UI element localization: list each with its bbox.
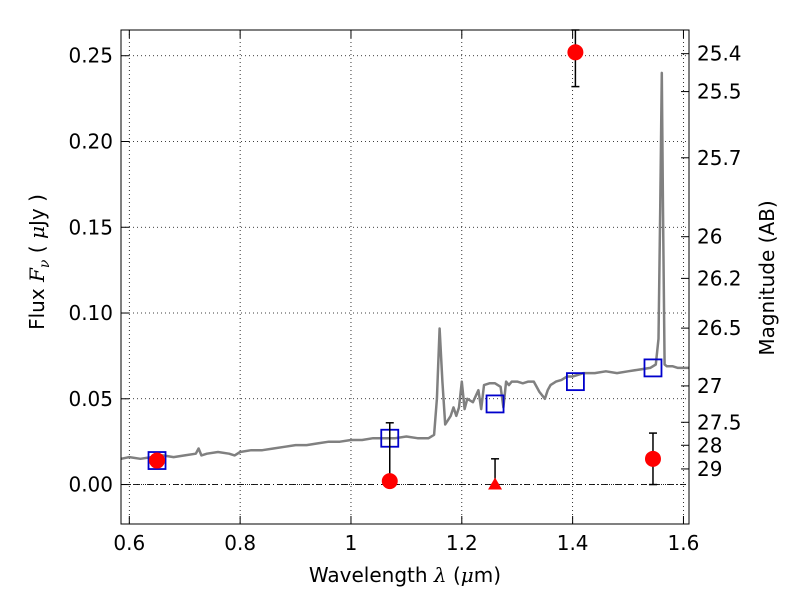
y-tick-label: 0.00 [68,473,113,497]
x-tick-label: 0.8 [224,531,256,555]
model-photometry-square [485,394,505,414]
plot-data [120,29,689,490]
magnitude-tick-label: 27 [697,374,722,398]
y-tick-label: 0.20 [68,129,113,153]
magnitude-tick-label: 26.5 [697,316,742,340]
plot-area-background [121,30,689,524]
observed-flux-point [381,473,398,490]
magnitude-tick-label: 27.5 [697,410,742,434]
x-axis-label: Wavelength λ (μm) [309,563,501,587]
magnitude-tick-label: 26.2 [697,266,742,290]
magnitude-tick-label: 25.7 [697,146,742,170]
model-spectrum-line [120,71,689,461]
model-photometry-square [147,451,167,470]
plot-frame [120,29,690,525]
model-photometry-square [566,372,585,392]
x-tick-label: 1.4 [557,531,589,555]
grid [121,30,689,524]
x-tick-label: 1 [345,531,358,555]
x-tick-label: 0.6 [113,531,145,555]
y-axis-label: Flux Fν ( μJy ) [25,194,53,330]
observed-flux-point [149,452,166,469]
magnitude-tick-label: 26 [697,225,722,249]
y-tick-label: 0.25 [68,44,113,68]
x-tick-label: 1.6 [668,531,700,555]
magnitude-tick-label: 25.4 [697,42,742,66]
observed-flux-point [567,44,584,61]
observed-flux-point [644,450,661,467]
magnitude-tick-label: 29 [697,457,722,481]
y-tick-label: 0.15 [68,215,113,239]
upper-limit-triangle [488,477,503,490]
y-tick-label: 0.10 [68,301,113,325]
magnitude-tick-label: 28 [697,433,722,457]
magnitude-axis-label: Magnitude (AB) [755,200,779,355]
magnitude-tick-label: 25.5 [697,80,742,104]
x-tick-label: 1.2 [446,531,478,555]
y-axis: 0.00 0.05 0.10 0.15 0.20 0.25 [68,44,129,497]
y-tick-label: 0.05 [68,387,113,411]
model-photometry-square [643,358,663,378]
x-axis: 0.6 0.8 1 1.2 1.4 1.6 [113,30,699,555]
